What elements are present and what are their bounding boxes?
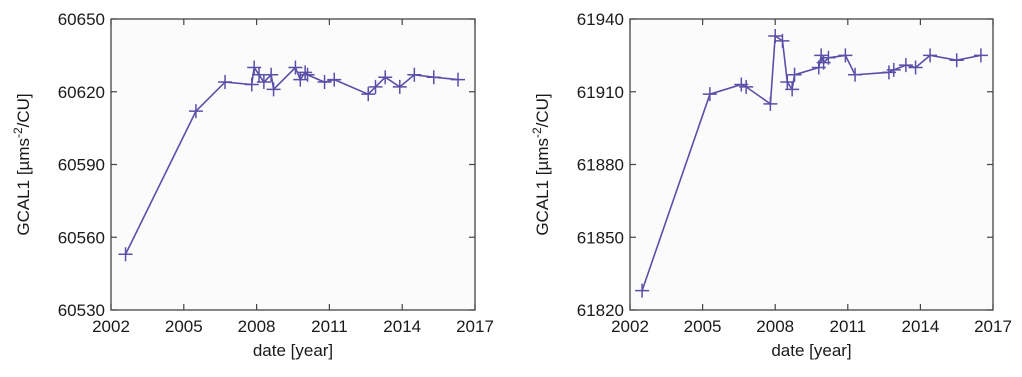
plot-area — [110, 18, 476, 311]
data-point — [739, 79, 754, 94]
x-tick-label: 2014 — [383, 317, 421, 336]
data-point — [264, 67, 279, 82]
data-point — [923, 48, 938, 63]
data-point — [821, 50, 836, 65]
x-tick-label: 2011 — [311, 317, 348, 336]
data-point — [293, 72, 308, 87]
data-point — [392, 79, 407, 94]
y-tick-label: 61910 — [577, 83, 624, 102]
x-tick-label: 2017 — [456, 317, 494, 336]
data-point — [775, 33, 790, 48]
y-tick-label: 61940 — [577, 10, 624, 29]
data-point — [327, 72, 342, 87]
data-point — [780, 75, 795, 90]
x-tick-label: 2008 — [238, 317, 276, 336]
data-point — [247, 60, 262, 75]
data-point — [361, 87, 376, 102]
data-point — [300, 67, 315, 82]
y-tick-label: 61820 — [577, 301, 624, 320]
data-point — [317, 75, 332, 90]
x-tick-label: 2014 — [901, 317, 939, 336]
y-tick-label: 61880 — [577, 156, 624, 175]
data-point — [407, 67, 422, 82]
plot-area — [629, 18, 994, 311]
y-tick-label: 60620 — [58, 83, 105, 102]
x-tick-label: 2002 — [92, 317, 130, 336]
data-point — [785, 82, 800, 97]
data-point — [787, 67, 802, 82]
y-axis-title: GCAL1 [µms-2/CU] — [11, 93, 33, 235]
x-axis-title: date [year] — [771, 341, 851, 360]
data-point — [768, 28, 783, 43]
data-point — [118, 247, 133, 262]
data-point — [702, 87, 717, 102]
data-point — [378, 70, 393, 85]
x-tick-label: 2005 — [165, 317, 203, 336]
y-tick-label: 60530 — [58, 301, 105, 320]
data-point — [814, 48, 829, 63]
y-tick-label: 60560 — [58, 228, 105, 247]
data-point — [244, 77, 259, 92]
data-point — [908, 60, 923, 75]
data-point — [763, 96, 778, 111]
data-point — [848, 67, 863, 82]
data-point — [266, 82, 281, 97]
x-tick-label: 2017 — [974, 317, 1012, 336]
data-point — [838, 48, 853, 63]
data-point — [252, 67, 267, 82]
x-tick-label: 2008 — [756, 317, 794, 336]
y-tick-label: 61850 — [577, 228, 624, 247]
y-axis-title: GCAL1 [µms-2/CU] — [530, 93, 552, 235]
x-tick-label: 2002 — [611, 317, 649, 336]
chart-panel-2: 2002 2005 2008 2011 2014 2017 61820 61850 61880 6… — [530, 10, 1012, 360]
data-point — [898, 58, 913, 73]
data-point — [949, 53, 964, 68]
data-point — [635, 283, 650, 298]
data-point — [451, 72, 466, 87]
data-point — [188, 104, 203, 119]
x-tick-label: 2011 — [830, 317, 867, 336]
x-axis-title: date [year] — [253, 341, 333, 360]
y-tick-label: 60650 — [58, 10, 105, 29]
chart-panel-1: 2002 2005 2008 2011 2014 2017 60530 60560 60590 6… — [11, 10, 494, 360]
x-tick-label: 2005 — [684, 317, 722, 336]
data-point — [218, 75, 233, 90]
data-point — [256, 75, 271, 90]
data-point — [298, 65, 313, 80]
data-point — [368, 79, 383, 94]
data-point — [288, 60, 303, 75]
series-line — [124, 65, 459, 255]
data-point — [426, 70, 441, 85]
data-point — [973, 48, 988, 63]
data-point — [886, 62, 901, 77]
y-tick-label: 60590 — [58, 156, 105, 175]
